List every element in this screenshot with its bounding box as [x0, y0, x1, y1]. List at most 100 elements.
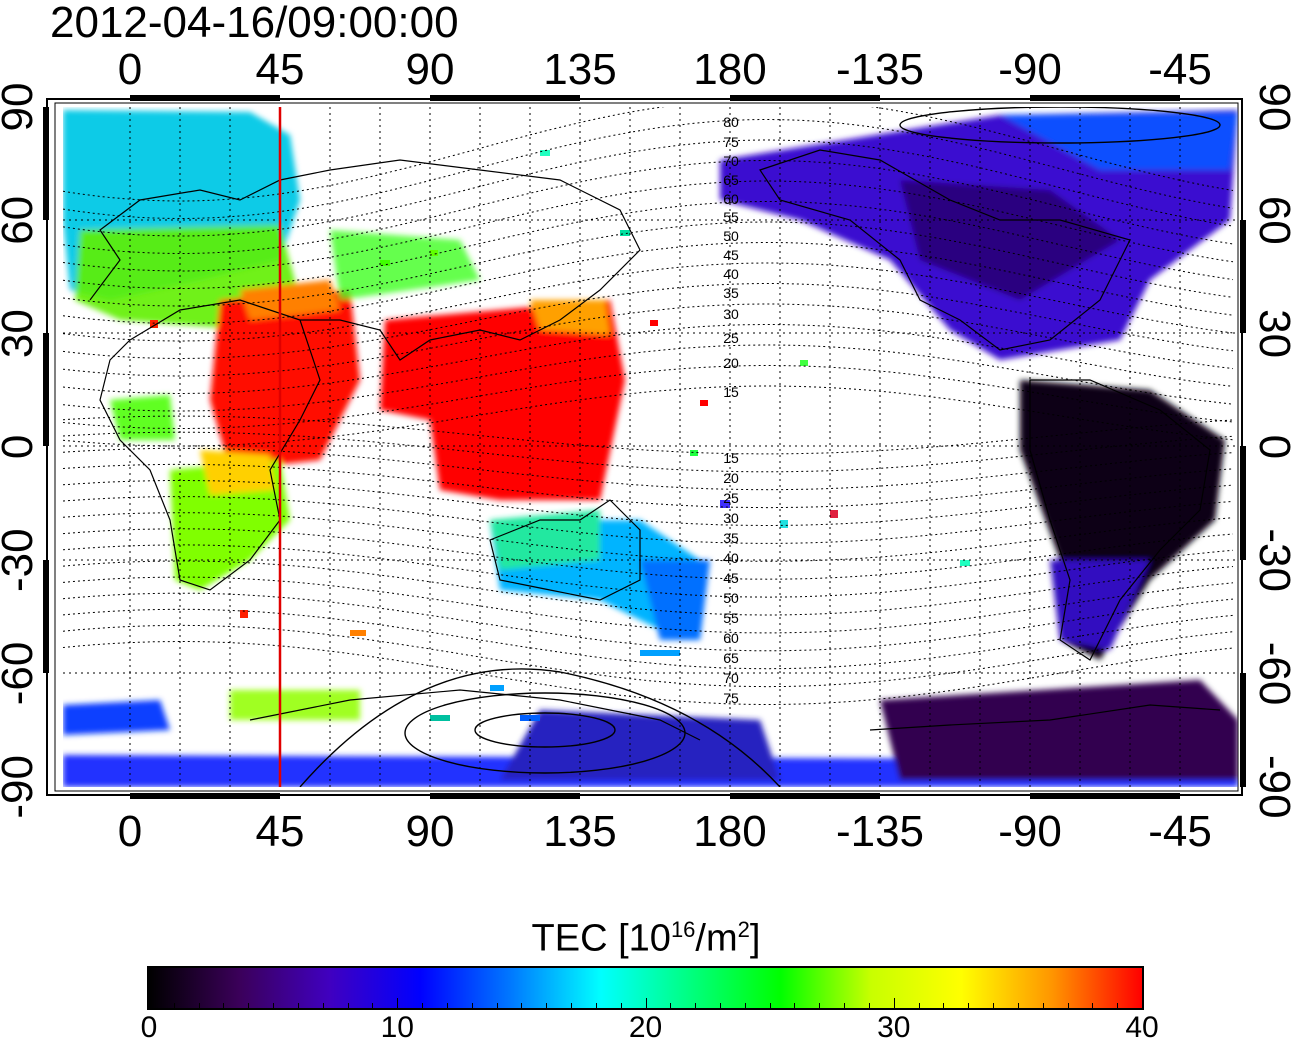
- contour-line: [63, 431, 1234, 473]
- contour-line: [63, 576, 1234, 634]
- contour-line: [63, 282, 1234, 360]
- bottom-lon-tick: 45: [256, 807, 305, 856]
- contour-line: [63, 592, 1234, 652]
- top-lon-tick: 0: [118, 45, 142, 94]
- graticule: [63, 107, 1238, 787]
- colorbar-minor-tick: [893, 998, 895, 1008]
- colorbar-tick: 20: [628, 1011, 663, 1044]
- bottom-lon-tick: -90: [998, 807, 1062, 856]
- colorbar-minor-tick: [1117, 1003, 1119, 1008]
- colorbar-minor-tick: [819, 1003, 821, 1008]
- contour-line: [63, 344, 1234, 412]
- right-lat-tick: -90: [1250, 755, 1292, 819]
- contour-line: [63, 385, 1234, 447]
- left-lat-tick: -90: [0, 755, 42, 819]
- contour-label: 55: [723, 209, 739, 225]
- contour-line: [63, 139, 1234, 237]
- magnetic-contours: [63, 107, 1234, 706]
- bottom-lon-tick: -45: [1148, 807, 1212, 856]
- bottom-lon-tick: 90: [406, 807, 455, 856]
- contour-label: 25: [723, 490, 739, 506]
- contour-line: [63, 415, 1234, 455]
- colorbar-minor-tick: [620, 1003, 622, 1008]
- contour-line: [63, 512, 1234, 562]
- contour-line: [63, 496, 1234, 544]
- timestamp-title: 2012-04-16/09:00:00: [50, 0, 459, 47]
- colorbar-minor-tick: [918, 1003, 920, 1008]
- contour-line: [63, 180, 1234, 272]
- colorbar-minor-tick: [273, 1003, 275, 1008]
- top-lon-tick: -45: [1148, 45, 1212, 94]
- colorbar-tick: 30: [877, 1011, 911, 1044]
- contour-line: [63, 447, 1234, 491]
- colorbar-minor-tick: [1017, 1003, 1019, 1008]
- colorbar-title: TEC [1016/m2]: [531, 917, 761, 960]
- colorbar-minor-tick: [397, 998, 399, 1008]
- colorbar-minor-tick: [446, 1003, 448, 1008]
- contour-line: [63, 640, 1234, 706]
- contour-labels: 80 75 70 65 60 55 50 45 40 35 30 25 20 15 15 20 25 30 35 40…: [723, 114, 739, 706]
- left-lat-tick: 90: [0, 83, 42, 132]
- contour-line: [63, 544, 1234, 598]
- colorbar-minor-tick: [322, 1003, 324, 1008]
- magnetic-pole-contours: [299, 107, 1221, 787]
- tec-region-mideast: [210, 290, 360, 470]
- right-latitude-ticks: 90 60 30 0 -30 -60 -90: [1250, 83, 1292, 819]
- contour-label: 40: [723, 266, 739, 282]
- contour-line: [63, 107, 1234, 202]
- contour-line: [63, 323, 1234, 395]
- right-lat-tick: -30: [1250, 528, 1292, 592]
- left-latitude-ticks: 90 60 30 0 -30 -60 -90: [0, 83, 42, 819]
- contour-label: 40: [723, 550, 739, 566]
- contour-line: [63, 560, 1234, 616]
- left-lat-tick: 30: [0, 309, 42, 358]
- contour-label: 30: [723, 510, 739, 526]
- colorbar-minor-tick: [372, 1003, 374, 1008]
- axis-bars: [43, 95, 1246, 799]
- contour-label: 75: [723, 690, 739, 706]
- contour-label: 35: [723, 530, 739, 546]
- colorbar-minor-tick: [1067, 1003, 1069, 1008]
- contour-label: 25: [723, 330, 739, 346]
- contour-label: 80: [723, 114, 739, 130]
- colorbar-minor-tick: [943, 1003, 945, 1008]
- top-longitude-ticks: 0 45 90 135 180 -135 -90 -45: [118, 45, 1212, 94]
- top-lon-tick: -90: [998, 45, 1062, 94]
- contour-line: [63, 118, 1234, 220]
- left-lat-tick: -30: [0, 528, 42, 592]
- colorbar-minor-tick: [595, 1003, 597, 1008]
- bottom-lon-tick: 180: [693, 807, 766, 856]
- colorbar-minor-tick: [993, 1003, 995, 1008]
- top-lon-tick: 90: [406, 45, 455, 94]
- contour-label: 20: [723, 470, 739, 486]
- colorbar-tick: 0: [140, 1011, 158, 1044]
- colorbar-minor-tick: [546, 1003, 548, 1008]
- tec-map: 80 75 70 65 60 55 50 45 40 35 30 25 20 15 15 20 25 30 35 40…: [0, 45, 1292, 856]
- bottom-longitude-ticks: 0 45 90 135 180 -135 -90 -45: [118, 807, 1212, 856]
- tec-region-africa-south: [170, 460, 290, 590]
- colorbar-minor-tick: [1092, 1003, 1094, 1008]
- contour-label: 50: [723, 590, 739, 606]
- contour-label: 70: [723, 670, 739, 686]
- right-lat-tick: 0: [1250, 435, 1292, 459]
- colorbar-minor-tick: [645, 998, 647, 1008]
- colorbar-minor-tick: [248, 1003, 250, 1008]
- contour-label: 35: [723, 285, 739, 301]
- colorbar-tick: 10: [380, 1011, 414, 1044]
- tec-color-layer: [63, 110, 1238, 787]
- right-lat-tick: -60: [1250, 642, 1292, 706]
- contour-line: [63, 221, 1234, 307]
- left-lat-tick: 60: [0, 196, 42, 245]
- top-lon-tick: -135: [836, 45, 924, 94]
- right-lat-tick: 90: [1250, 83, 1292, 132]
- right-lat-tick: 30: [1250, 309, 1292, 358]
- colorbar-minor-tick: [769, 1003, 771, 1008]
- colorbar-minor-tick: [347, 1003, 349, 1008]
- bottom-lon-tick: 135: [543, 807, 616, 856]
- colorbar-tick: 40: [1125, 1011, 1159, 1044]
- colorbar-minor-tick: [297, 1003, 299, 1008]
- colorbar-minor-tick: [719, 1003, 721, 1008]
- contour-line: [63, 528, 1234, 580]
- contour-line: [63, 608, 1234, 670]
- colorbar-minor-tick: [794, 1003, 796, 1008]
